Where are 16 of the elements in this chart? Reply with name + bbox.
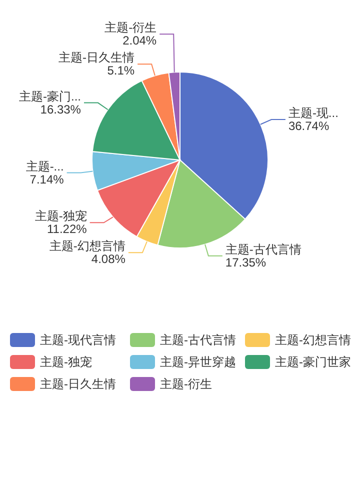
- data-label: 主题-古代言情 17.35%: [225, 242, 302, 270]
- data-label: 主题-幻想言情 4.08%: [49, 239, 126, 266]
- legend-label: 主题-独宠: [40, 355, 92, 369]
- data-label: 主题-独宠 11.22%: [34, 209, 88, 236]
- data-label: 主题-豪门... 16.33%: [18, 89, 82, 116]
- legend-label: 主题-现代言情: [40, 333, 116, 347]
- legend-label: 主题-衍生: [160, 377, 212, 391]
- data-label: 主题-现... 36.74%: [288, 106, 338, 134]
- legend-label: 主题-幻想言情: [275, 333, 351, 347]
- legend-label: 主题-日久生情: [40, 377, 116, 391]
- data-label: 主题-日久生情 5.1%: [58, 50, 135, 78]
- data-label: 主题-衍生 2.04%: [104, 20, 157, 48]
- legend-label: 主题-豪门世家: [275, 355, 351, 369]
- legend-label: 主题-古代言情: [160, 333, 236, 347]
- legend-label: 主题-异世穿越: [160, 355, 236, 369]
- data-label: 主题-... 7.14%: [26, 159, 64, 186]
